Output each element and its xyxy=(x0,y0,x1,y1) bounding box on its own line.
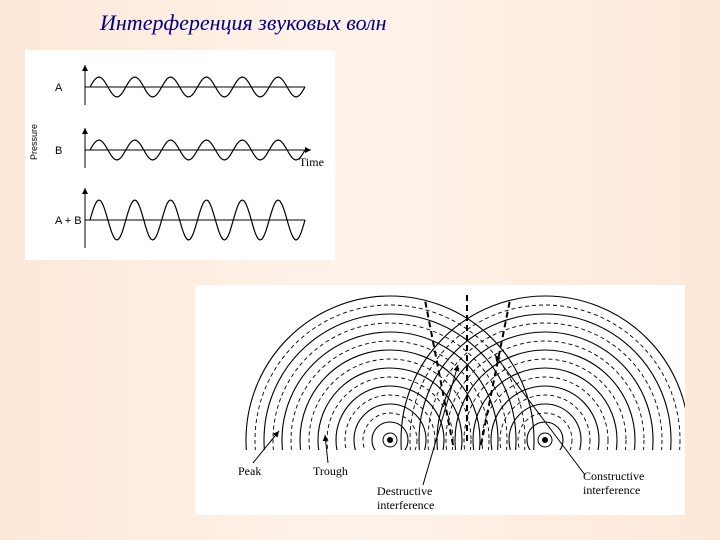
x-axis-label: Time xyxy=(299,155,324,169)
diagram-label-trough: Trough xyxy=(313,464,348,478)
wave-label: A xyxy=(55,82,63,94)
wave-label: A + B xyxy=(55,215,82,227)
wave-superposition-diagram: Pressure A B A + B Time xyxy=(25,50,335,260)
wave-label: B xyxy=(55,145,62,157)
page-title: Интерференция звуковых волн xyxy=(100,10,387,36)
interference-pattern-diagram: PeakTroughDestructiveinterferenceConstru… xyxy=(195,285,685,515)
y-axis-label: Pressure xyxy=(29,124,39,160)
diagram-label-constructive2: interference xyxy=(583,483,640,497)
diagram-label-destructive2: interference xyxy=(377,498,434,512)
diagram-label-constructive: Constructive xyxy=(583,469,644,483)
diagram-label-destructive: Destructive xyxy=(377,484,432,498)
diagram-label-peak: Peak xyxy=(238,464,261,478)
